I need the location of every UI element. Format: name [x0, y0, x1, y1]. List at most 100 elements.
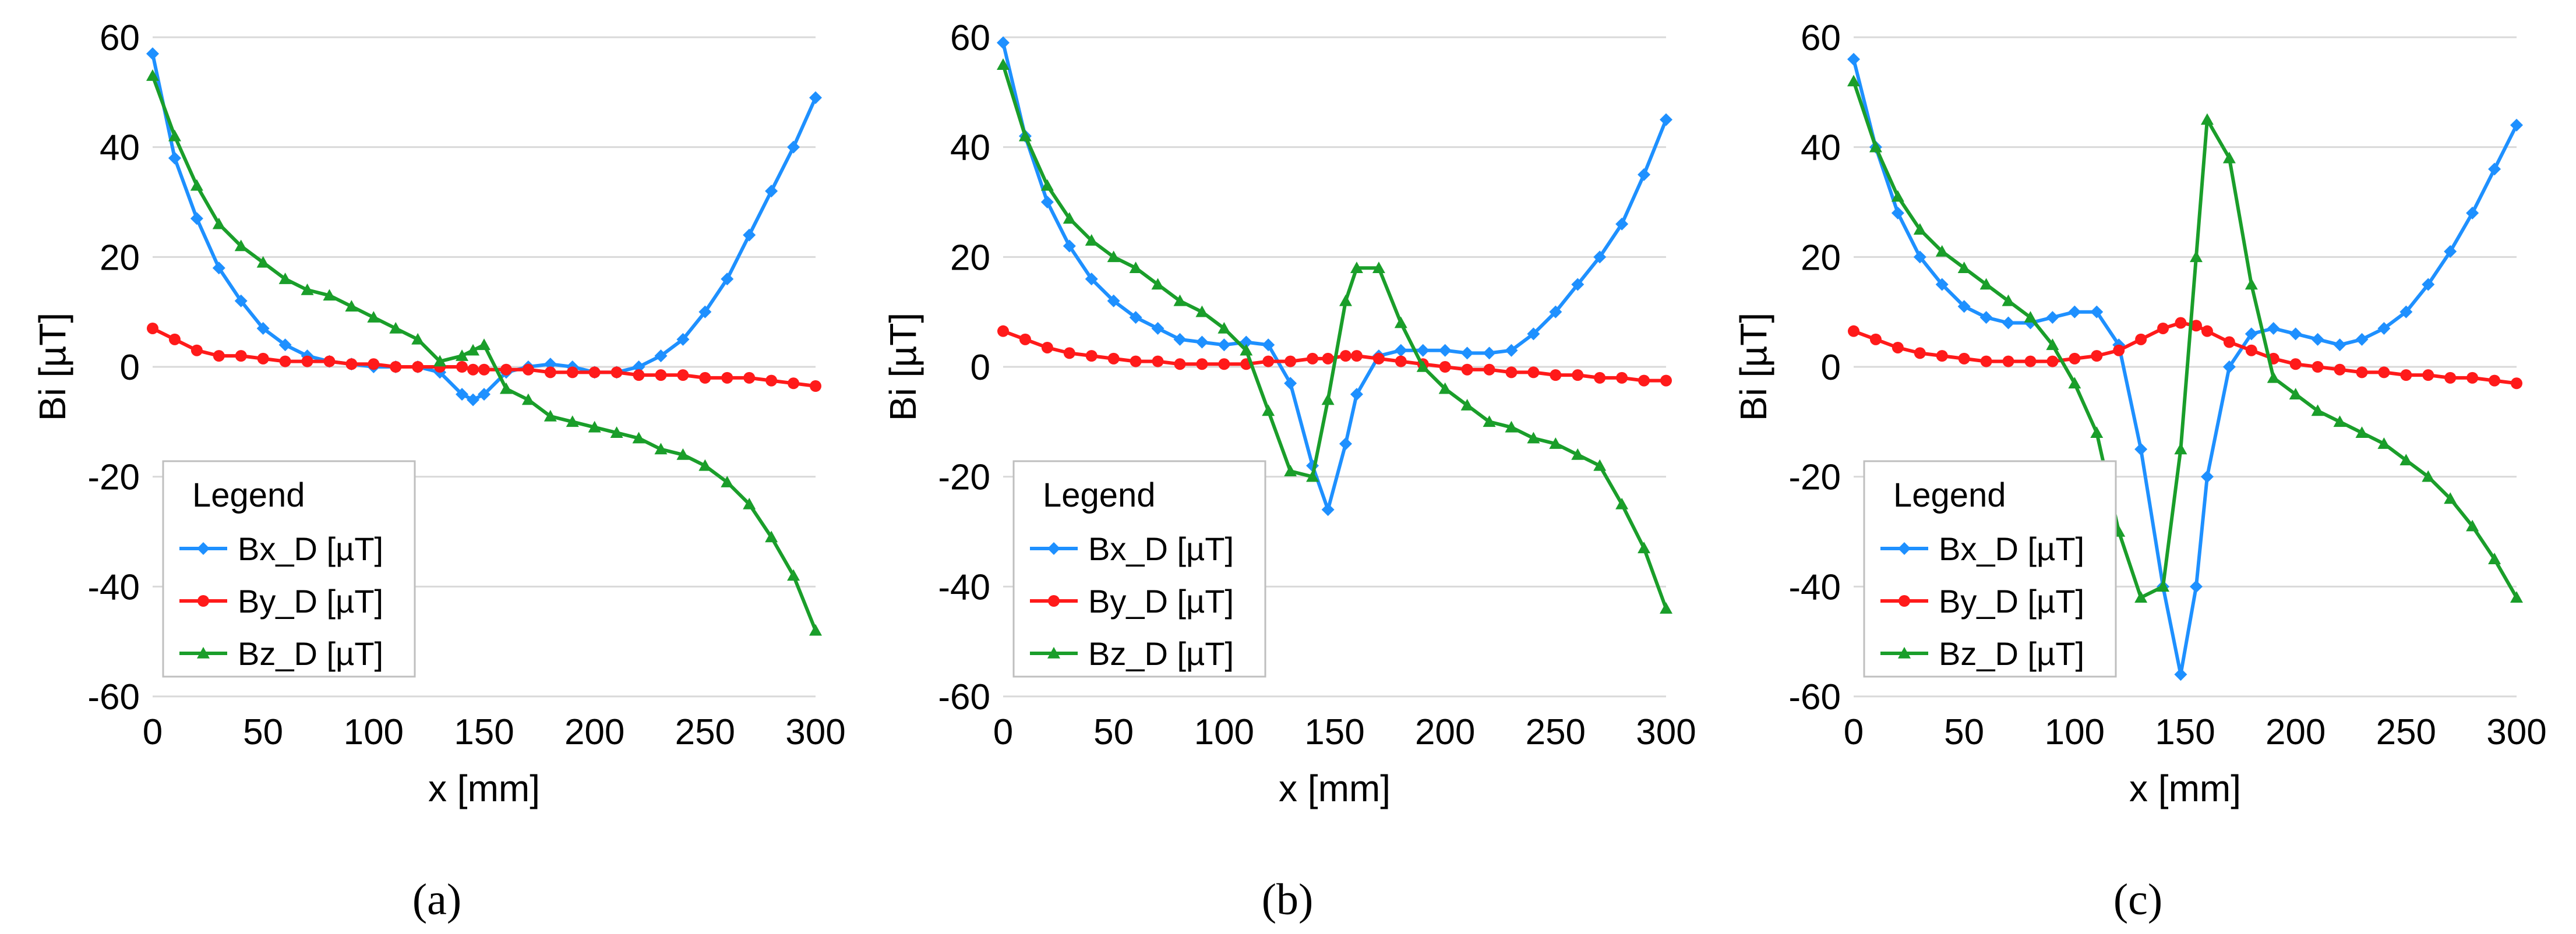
x-tick-label: 300	[1636, 712, 1696, 752]
series-0-point	[1549, 305, 1562, 319]
series-2-point	[2157, 580, 2170, 592]
series-0-point	[1460, 346, 1474, 360]
series-2-point	[367, 311, 380, 323]
series-2-point	[1571, 448, 1585, 460]
series-0-point	[1151, 321, 1165, 335]
series-1-point	[1019, 333, 1031, 345]
series-1-point	[1572, 369, 1584, 381]
series-1-point	[1980, 355, 1992, 367]
series-2-point	[2134, 591, 2148, 603]
series-1-point	[611, 366, 623, 378]
series-2-point	[1394, 316, 1407, 328]
series-1-point	[2157, 322, 2169, 334]
series-1-point	[1285, 355, 1297, 367]
y-tick-label: 20	[1801, 238, 1841, 278]
series-2-point	[588, 420, 601, 433]
series-0-point	[2289, 327, 2302, 341]
legend-swatch-marker-1	[1048, 595, 1060, 607]
x-tick-label: 0	[993, 712, 1013, 752]
series-0-point	[2245, 327, 2258, 341]
series-1-point	[213, 350, 225, 362]
series-2-point	[456, 349, 469, 361]
series-2-point	[1350, 261, 1363, 273]
series-2-point	[478, 338, 491, 351]
series-1-point	[301, 355, 313, 367]
series-1-point	[655, 369, 667, 381]
series-1-point	[2091, 350, 2103, 362]
y-tick-label: 60	[1801, 18, 1841, 58]
series-2-point	[278, 273, 292, 284]
series-0-point	[1063, 239, 1076, 253]
series-2-point	[2002, 294, 2015, 306]
series-2-point	[1151, 278, 1165, 290]
legend-entry-1: By_D [µT]	[1088, 583, 1234, 620]
x-tick-label: 100	[1194, 712, 1254, 752]
y-tick-label: 60	[950, 18, 990, 58]
series-0-point	[467, 393, 480, 406]
series-1-point	[147, 322, 158, 334]
series-1-point	[2135, 333, 2147, 345]
legend-entry-1: By_D [µT]	[1939, 583, 2084, 620]
series-0-point	[1129, 311, 1142, 324]
series-1-point	[368, 358, 380, 370]
series-1-point	[478, 363, 490, 376]
series-1-point	[1892, 341, 1904, 353]
y-axis-label: Bi [µT]	[882, 313, 924, 421]
series-0-point	[1040, 196, 1054, 208]
x-axis-label: x [mm]	[1279, 767, 1391, 809]
series-0-point	[1935, 278, 1949, 291]
series-0-point	[743, 228, 756, 242]
series-0-point	[234, 294, 248, 307]
x-tick-label: 300	[785, 712, 845, 752]
legend-swatch-marker-1	[197, 595, 209, 607]
x-tick-label: 200	[564, 712, 624, 752]
series-2-point	[2311, 404, 2324, 416]
series-0-point	[1638, 168, 1651, 181]
series-2-point	[2189, 250, 2203, 263]
series-2-point	[1063, 212, 1076, 224]
y-tick-label: 40	[950, 128, 990, 168]
series-0-point	[2488, 162, 2501, 176]
series-0-point	[1593, 250, 1607, 264]
series-2-point	[212, 217, 225, 229]
legend-entry-0: Bx_D [µT]	[1088, 530, 1234, 567]
series-0-point	[632, 360, 645, 373]
series-1-point	[633, 369, 645, 381]
series-0-point	[721, 273, 734, 286]
series-2-point	[1638, 542, 1651, 554]
y-tick-label: 20	[100, 238, 140, 278]
series-1-point	[1594, 372, 1606, 384]
series-1-point	[2046, 355, 2059, 367]
series-2-point	[1195, 305, 1209, 317]
y-tick-label: 0	[971, 348, 990, 388]
series-2-point	[1085, 234, 1098, 246]
series-1-point	[2175, 317, 2187, 329]
series-0-point	[1979, 311, 1993, 324]
series-2-point	[256, 256, 270, 268]
legend-entry-2: Bz_D [µT]	[238, 635, 383, 672]
series-0-point	[1416, 344, 1430, 357]
series-0-point	[2399, 305, 2413, 319]
series-2-point	[2267, 371, 2280, 383]
legend-box	[1863, 460, 2117, 678]
panel-label: (c)	[2113, 875, 2162, 924]
series-2-point	[1847, 75, 1860, 87]
series-0-point	[1262, 338, 1275, 352]
y-tick-label: 40	[1801, 128, 1841, 168]
series-2-point	[2333, 415, 2346, 427]
series-1-point	[1550, 369, 1562, 381]
series-1-point	[1322, 352, 1334, 365]
y-tick-label: 0	[1821, 348, 1841, 388]
series-1-point	[522, 363, 534, 376]
series-2-point	[1107, 250, 1120, 263]
series-1-point	[345, 358, 358, 370]
legend-box	[162, 460, 416, 678]
series-0-point	[1173, 332, 1187, 346]
series-2-point	[2488, 553, 2501, 564]
x-tick-label: 100	[344, 712, 404, 752]
series-2-point	[1869, 140, 1882, 153]
series-1-point	[2444, 372, 2457, 384]
series-2-point	[2289, 388, 2302, 399]
series-1-point	[765, 374, 778, 387]
series-0-point	[2090, 305, 2104, 319]
